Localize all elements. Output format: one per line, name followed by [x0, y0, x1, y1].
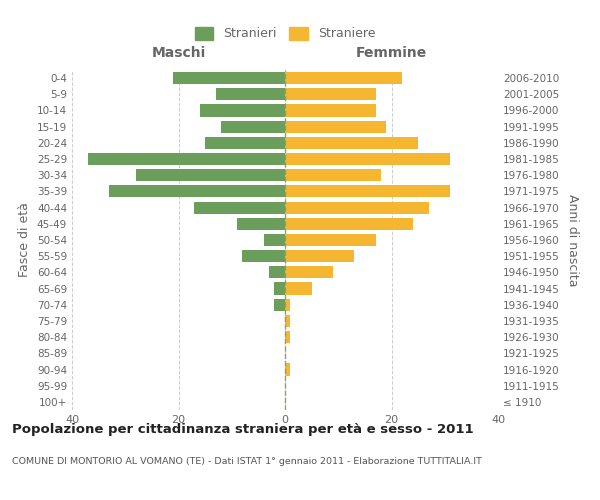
Bar: [285, 331, 290, 343]
Bar: [285, 315, 290, 327]
Y-axis label: Anni di nascita: Anni di nascita: [566, 194, 579, 286]
Bar: [285, 104, 376, 117]
Bar: [88, 153, 285, 165]
Bar: [285, 266, 333, 278]
Bar: [285, 218, 413, 230]
Bar: [173, 72, 285, 84]
Bar: [242, 250, 285, 262]
Bar: [285, 88, 376, 101]
Legend: Stranieri, Straniere: Stranieri, Straniere: [190, 22, 380, 46]
Bar: [285, 234, 376, 246]
Bar: [285, 202, 429, 213]
Bar: [285, 298, 290, 311]
Bar: [285, 250, 354, 262]
Bar: [285, 120, 386, 132]
Bar: [285, 72, 402, 84]
Bar: [200, 104, 285, 117]
Bar: [285, 153, 450, 165]
Text: Maschi: Maschi: [151, 46, 206, 60]
Bar: [285, 186, 450, 198]
Bar: [269, 266, 285, 278]
Bar: [205, 137, 285, 149]
Bar: [285, 137, 418, 149]
Text: COMUNE DI MONTORIO AL VOMANO (TE) - Dati ISTAT 1° gennaio 2011 - Elaborazione TU: COMUNE DI MONTORIO AL VOMANO (TE) - Dati…: [12, 458, 482, 466]
Bar: [109, 186, 285, 198]
Bar: [216, 88, 285, 101]
Bar: [285, 169, 381, 181]
Bar: [274, 298, 285, 311]
Text: Femmine: Femmine: [356, 46, 427, 60]
Bar: [274, 282, 285, 294]
Bar: [194, 202, 285, 213]
Bar: [237, 218, 285, 230]
Bar: [285, 364, 290, 376]
Text: Popolazione per cittadinanza straniera per età e sesso - 2011: Popolazione per cittadinanza straniera p…: [12, 422, 473, 436]
Bar: [221, 120, 285, 132]
Bar: [285, 282, 311, 294]
Bar: [136, 169, 285, 181]
Bar: [264, 234, 285, 246]
Y-axis label: Fasce di età: Fasce di età: [19, 202, 31, 278]
